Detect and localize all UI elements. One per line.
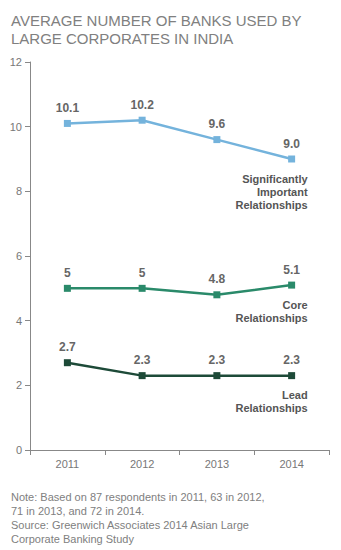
- svg-text:Note: Based on 87 respondents: Note: Based on 87 respondents in 2011, 6…: [11, 491, 268, 503]
- svg-text:8: 8: [16, 185, 22, 197]
- svg-text:2.3: 2.3: [283, 353, 300, 367]
- svg-text:2011: 2011: [56, 458, 80, 470]
- svg-text:9.6: 9.6: [209, 117, 226, 131]
- svg-text:10: 10: [10, 121, 22, 133]
- svg-text:2013: 2013: [205, 458, 229, 470]
- svg-text:2.3: 2.3: [134, 353, 151, 367]
- svg-text:6: 6: [16, 250, 22, 262]
- svg-text:4: 4: [16, 315, 22, 327]
- svg-text:9.0: 9.0: [283, 137, 300, 151]
- svg-text:0: 0: [16, 444, 22, 456]
- svg-text:2.7: 2.7: [59, 340, 76, 354]
- svg-text:Core: Core: [283, 299, 308, 311]
- svg-text:12: 12: [10, 56, 22, 68]
- svg-text:Lead: Lead: [282, 389, 308, 401]
- svg-text:10.1: 10.1: [56, 101, 80, 115]
- svg-text:Corporate Banking Study: Corporate Banking Study: [11, 533, 134, 545]
- svg-text:Source: Greenwich Associates 2: Source: Greenwich Associates 2014 Asian …: [11, 519, 252, 531]
- svg-text:2.3: 2.3: [209, 353, 226, 367]
- svg-text:Relationships: Relationships: [236, 312, 308, 324]
- svg-text:5.1: 5.1: [283, 263, 300, 277]
- svg-text:10.2: 10.2: [130, 98, 154, 112]
- svg-text:Relationships: Relationships: [236, 199, 308, 211]
- svg-text:Significantly: Significantly: [242, 173, 308, 185]
- svg-text:5: 5: [64, 266, 71, 280]
- svg-text:AVERAGE NUMBER OF BANKS USED B: AVERAGE NUMBER OF BANKS USED BY: [11, 12, 306, 29]
- svg-text:5: 5: [139, 266, 146, 280]
- svg-text:4.8: 4.8: [209, 272, 226, 286]
- svg-text:2014: 2014: [279, 458, 303, 470]
- svg-text:Relationships: Relationships: [236, 402, 308, 414]
- svg-text:Important: Important: [257, 186, 308, 198]
- svg-text:LARGE CORPORATES IN INDIA: LARGE CORPORATES IN INDIA: [11, 30, 233, 47]
- svg-text:2012: 2012: [130, 458, 154, 470]
- svg-text:71 in 2013, and 72 in 2014.: 71 in 2013, and 72 in 2014.: [11, 505, 144, 517]
- svg-text:2: 2: [16, 379, 22, 391]
